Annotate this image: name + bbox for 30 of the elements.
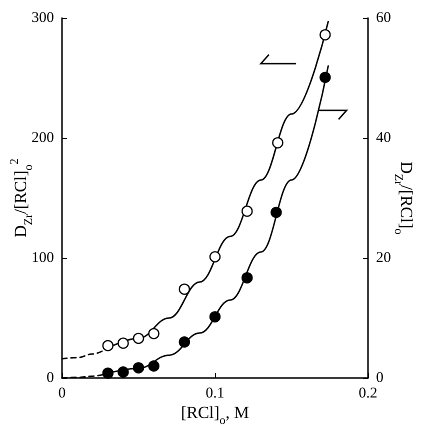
point — [241, 206, 253, 217]
point — [118, 338, 129, 349]
point — [118, 366, 129, 378]
point — [270, 206, 282, 218]
x-tick-label: 0.1 — [206, 386, 224, 402]
point — [209, 311, 221, 322]
point — [320, 72, 331, 84]
point — [132, 332, 144, 344]
point — [148, 360, 160, 372]
y2-tick-label: 60 — [376, 10, 391, 26]
y2-tick-label: 20 — [376, 250, 391, 266]
point — [178, 284, 190, 295]
point — [148, 328, 160, 340]
point — [132, 362, 144, 374]
y-tick-label: 200 — [32, 130, 54, 146]
x-tick-label: 0.2 — [358, 386, 378, 402]
point — [102, 340, 114, 352]
y-tick-label: 300 — [32, 10, 54, 26]
point — [272, 137, 284, 148]
y-tick-label: 100 — [32, 250, 54, 266]
x-axis-title: [RCl]$_{o}$, M — [180, 402, 250, 427]
point — [178, 336, 190, 348]
point — [209, 251, 221, 262]
point — [241, 272, 253, 284]
point — [102, 368, 114, 379]
point — [320, 29, 331, 40]
y2-tick-label: 40 — [376, 130, 391, 146]
x-tick-label: 0 — [58, 386, 66, 402]
y2-tick-label: 0 — [376, 370, 384, 386]
y-tick-label: 0 — [46, 370, 54, 386]
